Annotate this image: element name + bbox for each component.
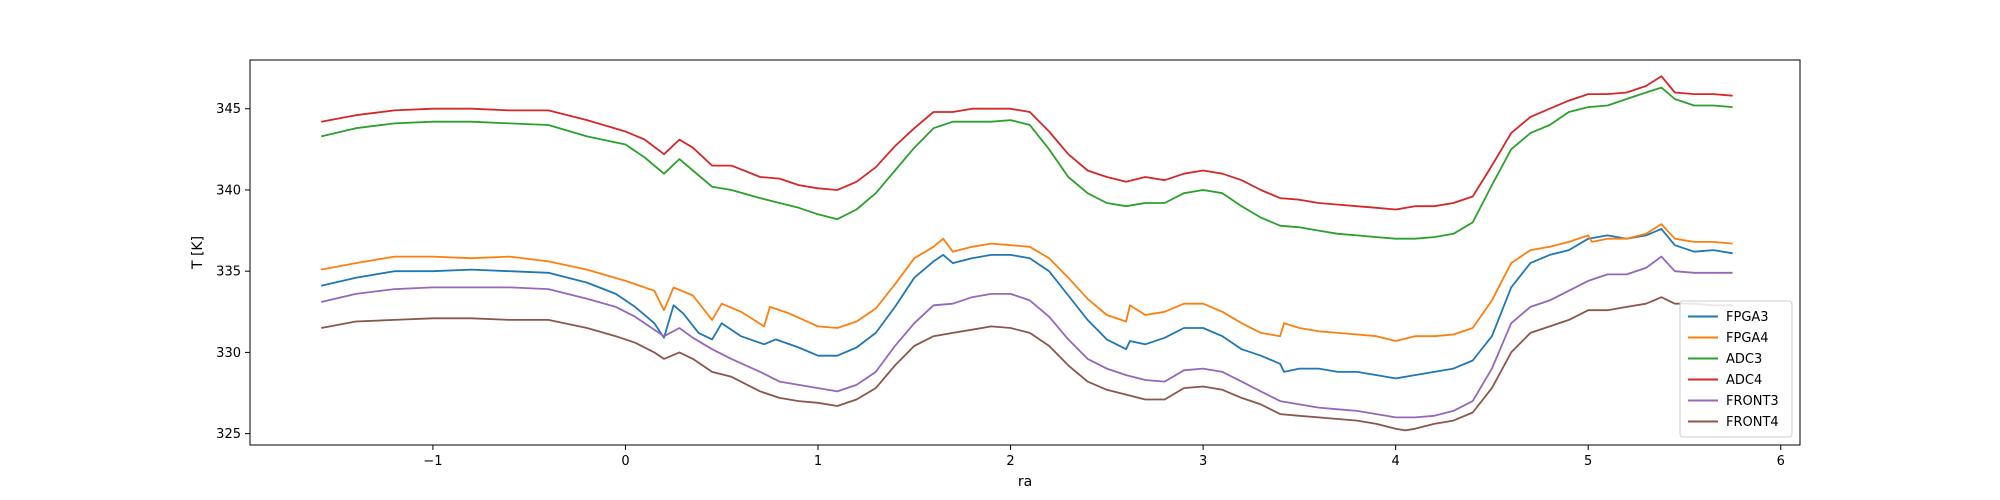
x-tick-label: 2 — [1006, 454, 1014, 469]
series-line-fpga4 — [321, 223, 1733, 342]
legend-label-fpga3: FPGA3 — [1726, 310, 1769, 325]
x-axis-label: ra — [1018, 474, 1032, 490]
plot-frame — [249, 59, 1801, 446]
legend: FPGA3 FPGA4 ADC3 ADC4 FRONT3 FRONT4 — [1679, 300, 1793, 438]
x-tick-label: 6 — [1777, 454, 1785, 469]
y-tick-label: 325 — [216, 427, 241, 442]
plot-area — [250, 60, 1800, 445]
legend-label-adc4: ADC4 — [1726, 373, 1762, 388]
series-line-adc4 — [321, 75, 1733, 211]
y-tick-label: 340 — [216, 183, 241, 198]
legend-label-adc3: ADC3 — [1726, 352, 1762, 367]
y-tick-label: 345 — [216, 102, 241, 117]
series-layer — [320, 75, 1733, 432]
series-line-adc3 — [320, 86, 1733, 240]
legend-label-fpga4: FPGA4 — [1726, 331, 1769, 346]
legend-box — [1679, 300, 1793, 438]
legend-label-front4: FRONT4 — [1726, 415, 1779, 430]
x-tick-label: 3 — [1199, 454, 1207, 469]
x-tick-label: 4 — [1392, 454, 1400, 469]
y-axis-ticks: 325 330 335 340 345 — [216, 102, 250, 442]
y-axis-label: T [K] — [190, 236, 206, 270]
series-line-fpga3 — [320, 227, 1733, 380]
x-tick-label: 5 — [1584, 454, 1592, 469]
x-tick-label: 0 — [621, 454, 629, 469]
x-tick-label: 1 — [814, 454, 822, 469]
x-tick-label: −1 — [423, 454, 442, 469]
legend-label-front3: FRONT3 — [1726, 394, 1779, 409]
x-axis-ticks: −1 0 1 2 3 4 5 6 — [423, 445, 1785, 469]
series-line-front3 — [320, 255, 1733, 419]
y-tick-label: 335 — [216, 265, 241, 280]
series-line-front4 — [321, 296, 1733, 432]
y-tick-label: 330 — [216, 346, 241, 361]
